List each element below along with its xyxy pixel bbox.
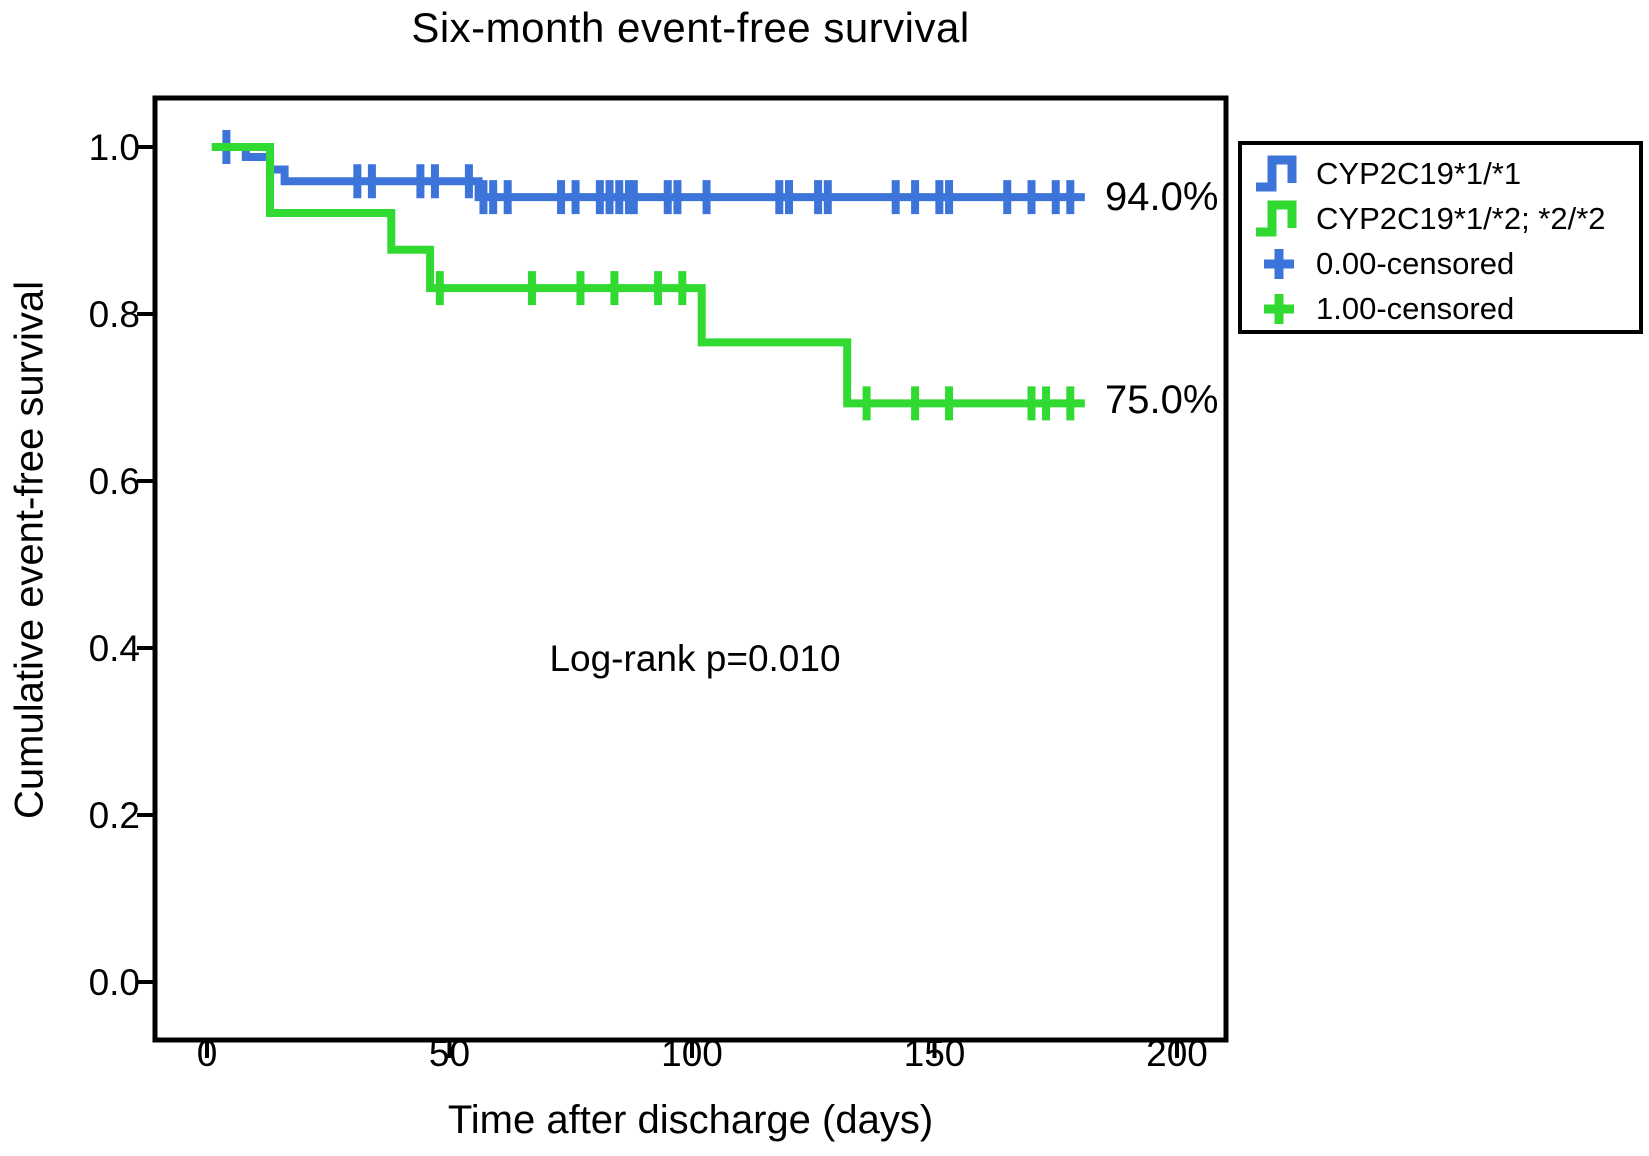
x-tick-label: 0 bbox=[197, 1033, 218, 1074]
step-line-icon bbox=[1242, 200, 1316, 238]
y-tick-label: 0.6 bbox=[89, 461, 140, 502]
legend-item: CYP2C19*1/*2; *2/*2 bbox=[1242, 196, 1639, 241]
x-tick-label: 50 bbox=[429, 1033, 470, 1074]
blue-curve-end-label: 94.0% bbox=[1105, 175, 1219, 219]
plus-censored-icon bbox=[1242, 246, 1316, 282]
plus-censored-icon bbox=[1242, 291, 1316, 327]
green-curve-end-label: 75.0% bbox=[1105, 378, 1219, 422]
legend-item-label: CYP2C19*1/*2; *2/*2 bbox=[1316, 200, 1606, 236]
chart-title: Six-month event-free survival bbox=[411, 4, 970, 51]
x-tick-label: 150 bbox=[904, 1033, 966, 1074]
x-axis-title: Time after discharge (days) bbox=[447, 1098, 934, 1142]
y-tick-label: 0.8 bbox=[89, 294, 140, 335]
y-tick-label: 0.0 bbox=[89, 962, 140, 1003]
legend: CYP2C19*1/*1 CYP2C19*1/*2; *2/*2 0.00-cens… bbox=[1238, 141, 1643, 334]
legend-item: 1.00-censored bbox=[1242, 286, 1639, 331]
y-tick-label: 0.2 bbox=[89, 795, 140, 836]
y-tick-label: 0.4 bbox=[89, 628, 140, 669]
legend-item-label: CYP2C19*1/*1 bbox=[1316, 155, 1522, 191]
x-tick-label: 100 bbox=[661, 1033, 723, 1074]
plot-frame bbox=[152, 95, 1229, 1043]
km-curve-green bbox=[211, 143, 1085, 408]
legend-rows: CYP2C19*1/*1 CYP2C19*1/*2; *2/*2 0.00-cens… bbox=[1242, 151, 1639, 331]
step-line-icon bbox=[1242, 155, 1316, 193]
legend-item: CYP2C19*1/*1 bbox=[1242, 151, 1639, 196]
legend-item-label: 1.00-censored bbox=[1316, 290, 1515, 326]
x-tick-label: 200 bbox=[1146, 1033, 1208, 1074]
legend-item-label: 0.00-censored bbox=[1316, 245, 1515, 281]
log-rank-annotation: Log-rank p=0.010 bbox=[549, 638, 841, 679]
legend-item: 0.00-censored bbox=[1242, 241, 1639, 286]
y-tick-label: 1.0 bbox=[89, 127, 140, 168]
km-curve-blue bbox=[211, 143, 1085, 202]
